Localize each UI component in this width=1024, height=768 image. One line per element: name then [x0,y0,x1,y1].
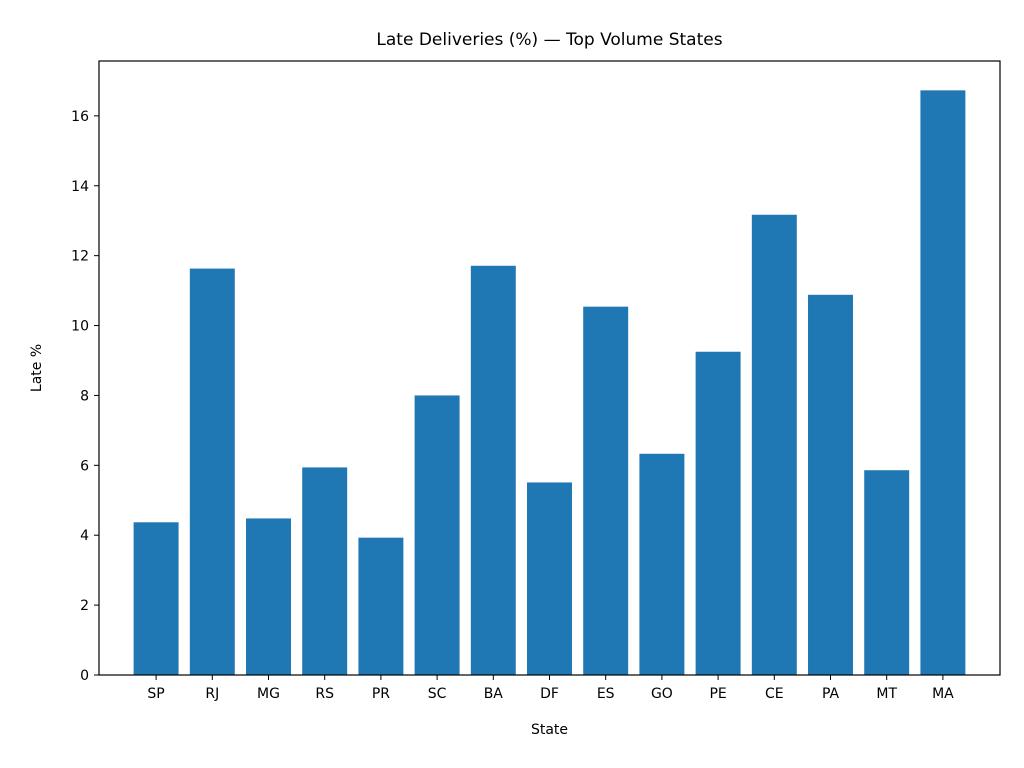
x-tick-label-ba: BA [484,686,504,702]
bar-pa [808,294,853,675]
bar-df [527,482,572,675]
bar-ba [470,265,516,675]
x-axis-ticks: SP RJ MG RS PR SC BA DF ES GO PE CE PA MT MA [147,675,954,702]
x-tick-label-ma: MA [932,686,954,702]
bar-es [583,306,629,675]
x-tick-label-pa: PA [822,686,840,702]
bar-mg [246,518,291,675]
y-tick-label-6: 6 [80,458,89,474]
bar-pr [358,537,404,675]
x-tick-label-rs: RS [315,686,334,702]
bar-mt [864,470,910,675]
x-tick-label-df: DF [540,686,559,702]
bar-pe [695,351,741,675]
x-tick-label-rj: RJ [205,686,219,702]
y-tick-label-14: 14 [71,179,89,195]
x-tick-label-ce: CE [765,686,784,702]
x-tick-label-go: GO [651,686,673,702]
x-tick-label-pe: PE [709,686,726,702]
y-axis-ticks: 0 2 4 6 8 10 12 14 16 [71,109,99,684]
x-tick-label-es: ES [597,686,615,702]
y-tick-label-0: 0 [80,668,89,684]
x-tick-label-pr: PR [372,686,390,702]
x-tick-label-sc: SC [428,686,447,702]
y-tick-label-12: 12 [71,249,89,265]
y-tick-label-10: 10 [71,319,89,335]
bar-go [639,453,685,675]
bar-rs [302,467,348,675]
bar-rj [189,268,235,675]
y-tick-label-4: 4 [80,528,89,544]
y-axis-label: Late % [29,344,45,392]
y-tick-label-16: 16 [71,109,89,125]
x-tick-label-mg: MG [257,686,280,702]
bar-ce [751,214,797,675]
x-tick-label-mt: MT [876,686,897,702]
chart-title: Late Deliveries (%) — Top Volume States [376,30,722,50]
y-tick-label-2: 2 [80,598,89,614]
bars-group [133,90,966,676]
y-tick-label-8: 8 [80,388,89,404]
bar-ma [920,90,966,676]
x-tick-label-sp: SP [147,686,164,702]
bar-sp [133,522,179,675]
plot-frame [98,60,1001,676]
x-axis-label: State [531,722,568,738]
bar-sc [414,395,460,675]
